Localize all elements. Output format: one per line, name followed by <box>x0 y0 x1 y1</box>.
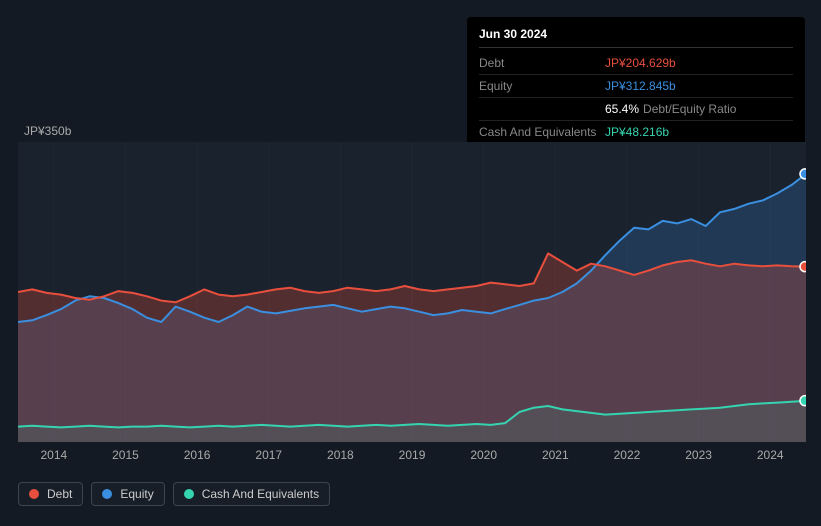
legend-item-label: Debt <box>47 487 72 501</box>
tooltip-row-label: Debt <box>479 54 605 72</box>
chart-plot-area[interactable] <box>18 142 806 442</box>
tooltip-row-value: 65.4% <box>605 100 639 118</box>
x-axis-labels: 2014201520162017201820192020202120222023… <box>18 448 806 462</box>
tooltip-row-label: Cash And Equivalents <box>479 123 605 141</box>
tooltip-row-label: Equity <box>479 77 605 95</box>
legend-item[interactable]: Debt <box>18 482 83 506</box>
x-axis-tick-label: 2015 <box>90 448 162 462</box>
x-axis-tick-label: 2018 <box>305 448 377 462</box>
tooltip-row: EquityJP¥312.845b <box>479 75 793 98</box>
x-axis-tick-label: 2020 <box>448 448 520 462</box>
x-axis-tick-label: 2021 <box>519 448 591 462</box>
chart-container: Jun 30 2024 DebtJP¥204.629bEquityJP¥312.… <box>0 0 821 526</box>
legend-item[interactable]: Cash And Equivalents <box>173 482 330 506</box>
tooltip-row: DebtJP¥204.629b <box>479 52 793 75</box>
tooltip-row: 65.4%Debt/Equity Ratio <box>479 98 793 121</box>
x-axis-tick-label: 2019 <box>376 448 448 462</box>
tooltip-date: Jun 30 2024 <box>479 25 793 48</box>
x-axis-tick-label: 2017 <box>233 448 305 462</box>
legend-item-label: Cash And Equivalents <box>202 487 319 501</box>
legend-dot-icon <box>29 489 39 499</box>
x-axis-tick-label: 2014 <box>18 448 90 462</box>
tooltip-row: Cash And EquivalentsJP¥48.216b <box>479 121 793 143</box>
tooltip-row-value: JP¥48.216b <box>605 123 669 141</box>
tooltip-row-value: JP¥204.629b <box>605 54 676 72</box>
legend-item[interactable]: Equity <box>91 482 164 506</box>
legend-item-label: Equity <box>120 487 153 501</box>
x-axis-tick-label: 2022 <box>591 448 663 462</box>
y-axis-max-label: JP¥350b <box>24 124 71 138</box>
tooltip-row-label <box>479 100 605 118</box>
x-axis-tick-label: 2023 <box>663 448 735 462</box>
chart-legend: Debt Equity Cash And Equivalents <box>18 482 330 506</box>
legend-dot-icon <box>102 489 112 499</box>
tooltip-row-sublabel: Debt/Equity Ratio <box>643 100 736 118</box>
x-axis-tick-label: 2016 <box>161 448 233 462</box>
chart-tooltip: Jun 30 2024 DebtJP¥204.629bEquityJP¥312.… <box>467 17 805 151</box>
legend-dot-icon <box>184 489 194 499</box>
x-axis-tick-label: 2024 <box>734 448 806 462</box>
tooltip-row-value: JP¥312.845b <box>605 77 676 95</box>
